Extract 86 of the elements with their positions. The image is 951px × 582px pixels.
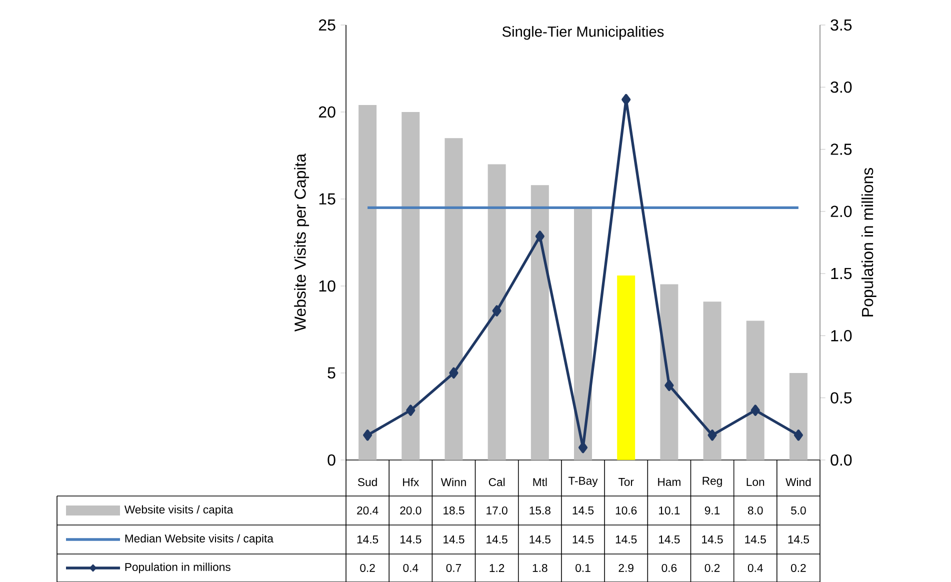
data-label: 5.0 (791, 506, 806, 514)
y-tick-label: 5 (328, 367, 336, 379)
data-label: 0.2 (704, 564, 720, 572)
y2-tick-label: 0.0 (830, 454, 852, 466)
x-tick-label: Ham (658, 478, 680, 486)
bar (789, 372, 808, 460)
data-label: 14.5 (572, 536, 594, 544)
y-tick-label: 0 (328, 454, 336, 466)
data-label: 14.5 (486, 536, 508, 544)
y2-tick-label: 0.5 (830, 392, 852, 404)
y-axis-title: Website Visits per Capita (294, 153, 310, 332)
data-label: 14.5 (659, 536, 680, 544)
point (406, 404, 416, 416)
y2-tick-label: 3.0 (830, 81, 852, 93)
data-label: 20.0 (400, 506, 422, 514)
x-tick-label: Mtl (533, 478, 547, 486)
point (708, 430, 717, 441)
data-label: 0.2 (360, 564, 375, 572)
y-tick-label: 10 (319, 280, 336, 292)
data-label: 14.5 (572, 506, 594, 514)
y-tick-label: 20 (318, 106, 336, 118)
data-label: 15.8 (530, 506, 550, 514)
point (664, 380, 674, 392)
data-label: 14.5 (788, 536, 810, 544)
bar (617, 276, 636, 460)
data-label: 14.5 (400, 536, 422, 544)
y2-axis-title: Population in millions (861, 168, 876, 316)
bar (402, 112, 420, 460)
data-label: 14.5 (702, 536, 723, 544)
x-tick-label: Wind (786, 478, 811, 486)
y-tick-label: 25 (318, 19, 336, 31)
data-label: 1.8 (532, 564, 548, 572)
x-tick-label: Sud (358, 478, 377, 486)
x-tick-label: Tor (618, 478, 634, 486)
point (622, 94, 631, 106)
data-label: 14.5 (357, 536, 378, 544)
data-label: 8.0 (748, 506, 763, 514)
data-label: 0.6 (662, 564, 677, 572)
data-label: 17.0 (486, 506, 508, 514)
data-label: 20.4 (357, 506, 378, 514)
point (750, 404, 760, 416)
x-tick-label: Lon (746, 478, 764, 486)
data-label: 14.5 (616, 536, 637, 544)
y2-tick-label: 1.0 (831, 330, 852, 342)
legend-label: Population in millions (125, 562, 230, 574)
data-label: 0.2 (791, 564, 806, 572)
point (794, 430, 803, 441)
data-label: 10.6 (616, 506, 637, 514)
legend-label: Median Website visits / capita (125, 534, 274, 545)
data-label: 0.4 (748, 564, 763, 572)
data-label: 14.5 (530, 536, 550, 544)
chart-title: Single-Tier Municipalities (502, 26, 664, 40)
data-label: 0.7 (446, 564, 462, 572)
data-label: 10.1 (659, 506, 680, 514)
x-tick-label: Cal (488, 478, 505, 486)
data-label: 14.5 (444, 536, 464, 544)
data-label: 0.1 (576, 564, 590, 572)
y2-tick-label: 3.5 (830, 19, 852, 31)
bar (574, 208, 592, 460)
data-label: 2.9 (618, 564, 634, 572)
point (492, 305, 502, 316)
x-tick-label: Hfx (403, 478, 420, 486)
y2-tick-label: 2.5 (830, 144, 852, 155)
bar (444, 138, 463, 460)
bar (703, 302, 722, 460)
bar (660, 284, 678, 460)
bar (488, 164, 506, 460)
bar (746, 320, 764, 460)
data-label: 18.5 (444, 506, 464, 514)
point (578, 442, 588, 454)
data-label: 14.5 (745, 536, 766, 544)
bar (530, 185, 549, 460)
y2-tick-label: 1.5 (831, 268, 852, 280)
data-label: 9.1 (704, 506, 720, 514)
x-tick-label: T-Bay (568, 476, 598, 488)
y-tick-label: 15 (319, 193, 336, 205)
x-tick-label: Reg (702, 476, 722, 488)
point (449, 367, 458, 379)
point (535, 230, 544, 242)
bar (358, 105, 377, 460)
data-label: 0.4 (403, 564, 418, 572)
x-tick-label: Winn (440, 478, 466, 486)
point (363, 430, 372, 441)
legend-label: Website visits / capita (124, 505, 234, 516)
data-label: 1.2 (490, 564, 504, 572)
y2-tick-label: 2.0 (830, 206, 852, 218)
